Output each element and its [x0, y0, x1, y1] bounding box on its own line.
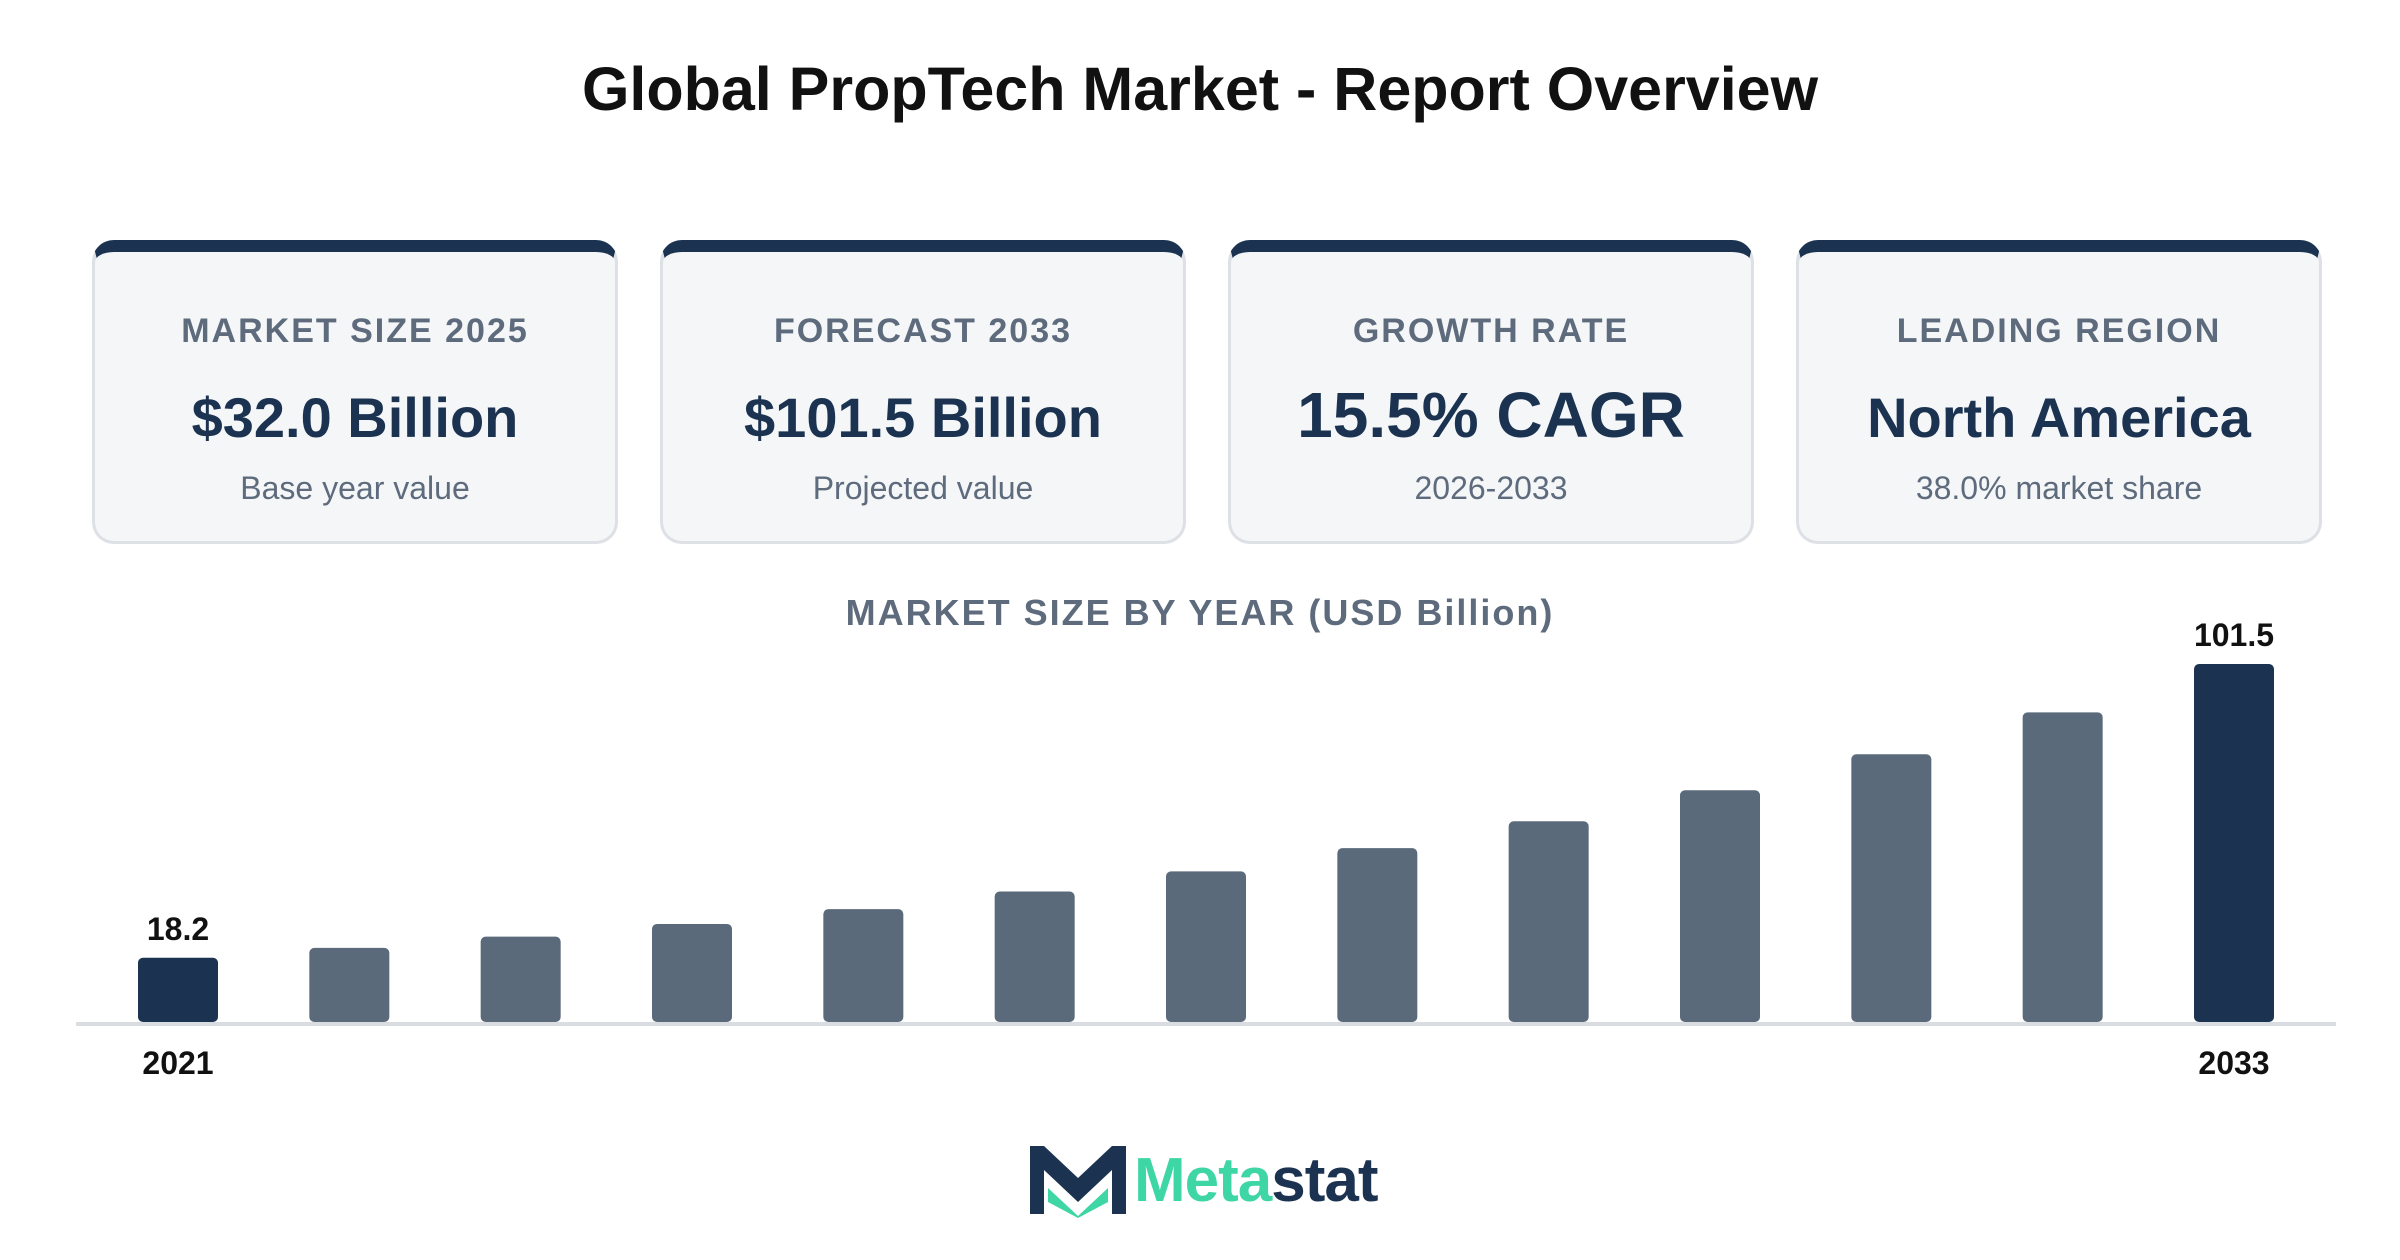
bar-2030 [1680, 790, 1760, 1022]
value-label: 18.2 [147, 911, 209, 947]
bar-2028 [1337, 848, 1418, 1022]
bar-2024 [652, 923, 732, 1022]
leading-region-card: LEADING REGION North America 38.0% marke… [1796, 240, 2322, 544]
bar-2032 [2022, 712, 2103, 1022]
logo-text-meta: Meta [1134, 1145, 1272, 1215]
card-subtitle: 2026-2033 [1414, 470, 1568, 506]
bar-2029 [1508, 821, 1589, 1022]
card-subtitle: 38.0% market share [1915, 470, 2203, 506]
x-tick-label: 2021 [142, 1045, 213, 1081]
metastat-logo: Metastat [1028, 1140, 1379, 1220]
bar-2023 [480, 936, 561, 1022]
value-label: 101.5 [2194, 617, 2274, 653]
card-value: $101.5 Billion [744, 386, 1102, 449]
card-subtitle: Base year value [240, 470, 470, 506]
card-label: GROWTH RATE [1352, 312, 1630, 350]
market-size-card: MARKET SIZE 2025 $32.0 Billion Base year… [92, 240, 618, 544]
card-label: MARKET SIZE 2025 [181, 312, 529, 350]
bar-2021 [138, 957, 218, 1022]
logo-text-stat: stat [1271, 1145, 1378, 1215]
bar-2026 [994, 891, 1075, 1022]
card-value: 15.5% CAGR [1297, 379, 1685, 451]
kpi-cards: MARKET SIZE 2025 $32.0 Billion Base year… [92, 240, 2322, 544]
bar-2027 [1166, 871, 1246, 1022]
bar-2033 [2194, 664, 2274, 1022]
page-title: Global PropTech Market - Report Overview [581, 55, 1819, 123]
card-label: FORECAST 2033 [773, 312, 1073, 350]
metastat-m-icon [1030, 1146, 1126, 1218]
bar-2031 [1851, 754, 1932, 1022]
card-value: North America [1867, 386, 2251, 449]
forecast-card: FORECAST 2033 $101.5 Billion Projected v… [660, 240, 1186, 544]
chart-title: MARKET SIZE BY YEAR (USD Billion) [845, 592, 1555, 633]
logo-text: Metastat [1134, 1145, 1379, 1216]
bar-2025 [823, 909, 904, 1022]
bar-2022 [309, 947, 390, 1022]
growth-rate-card: GROWTH RATE 15.5% CAGR 2026-2033 [1228, 240, 1754, 544]
card-subtitle: Projected value [812, 470, 1034, 506]
x-tick-label: 2033 [2198, 1045, 2269, 1081]
card-label: LEADING REGION [1896, 312, 2222, 350]
card-value: $32.0 Billion [191, 386, 519, 449]
